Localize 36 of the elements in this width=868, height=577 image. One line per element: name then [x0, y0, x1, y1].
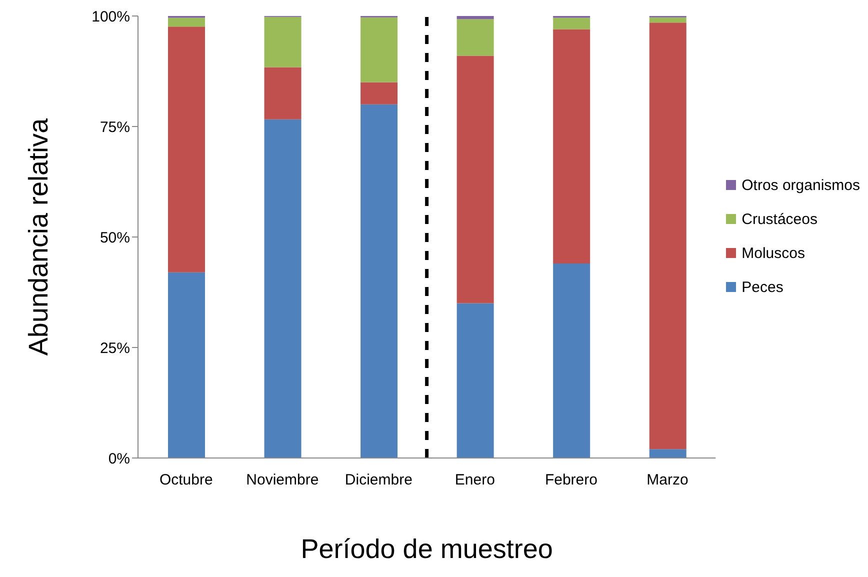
bar: [168, 26, 205, 272]
legend-label: Otros organismos: [742, 176, 860, 194]
bar: [264, 16, 302, 68]
x-axis-title: Período de muestreo: [300, 534, 553, 564]
bar: [553, 264, 590, 458]
bar: [168, 18, 205, 27]
x-tick-label: Diciembre: [344, 472, 412, 489]
bar: [456, 303, 494, 458]
x-tick-label: Octubre: [159, 472, 213, 489]
bar: [264, 67, 302, 120]
bar: [553, 18, 590, 30]
x-tick-label: Enero: [454, 472, 495, 489]
y-tick-label: 0%: [108, 450, 130, 468]
bar: [168, 272, 205, 458]
bar: [649, 22, 686, 450]
x-tick-label: Noviembre: [246, 472, 319, 489]
legend-label: Crustáceos: [742, 210, 818, 228]
x-tick-label: Febrero: [544, 472, 598, 489]
y-axis-title: Abundancia relativa: [24, 117, 54, 356]
bar: [360, 82, 398, 104]
legend-label: Peces: [742, 278, 784, 296]
bar: [360, 17, 398, 82]
bar: [649, 17, 686, 23]
y-tick-label: 50%: [100, 229, 130, 246]
x-tick-label: Marzo: [646, 472, 688, 489]
bar: [649, 449, 686, 458]
y-tick-label: 75%: [100, 118, 130, 136]
bar: [456, 56, 494, 304]
bar: [456, 16, 494, 20]
bar: [553, 29, 590, 264]
bar: [264, 119, 302, 458]
y-tick-label: 100%: [92, 8, 130, 26]
bar: [360, 104, 398, 458]
legend-label: Moluscos: [742, 244, 805, 262]
bar: [456, 19, 494, 56]
y-tick-label: 25%: [100, 340, 130, 357]
